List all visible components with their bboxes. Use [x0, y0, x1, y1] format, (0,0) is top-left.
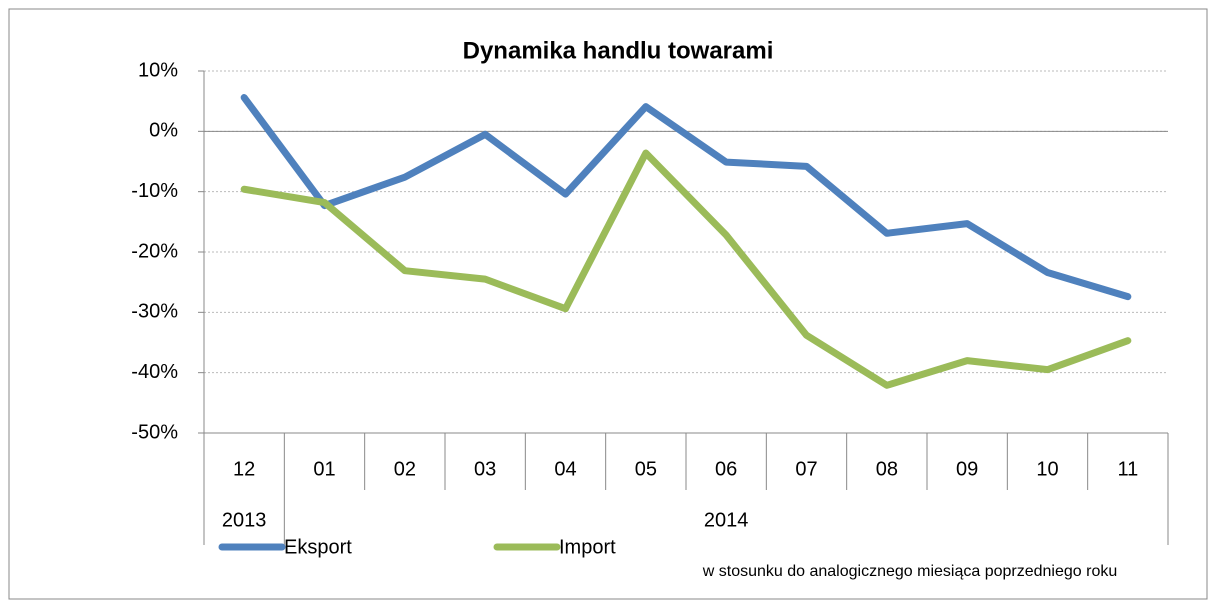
y-tick-label: 10% — [138, 59, 178, 81]
series-line — [240, 94, 1132, 301]
annotation: w stosunku do analogicznego miesiąca pop… — [702, 563, 1117, 580]
x-tick-label: 06 — [715, 458, 737, 480]
y-tick-label: -20% — [131, 240, 178, 262]
x-tick-label: 08 — [876, 458, 898, 480]
x-tick-label: 05 — [635, 458, 657, 480]
x-tick-label: 04 — [554, 458, 576, 480]
y-tick-label: -10% — [131, 180, 178, 202]
chart-title: Dynamika handlu towarami — [463, 37, 774, 64]
x-tick-label: 10 — [1036, 458, 1058, 480]
x-tick-label: 07 — [795, 458, 817, 480]
x-tick-label: 02 — [394, 458, 416, 480]
x-tick-label: 09 — [956, 458, 978, 480]
chart-border — [8, 8, 1208, 600]
group-label: 2013 — [222, 509, 267, 531]
x-tick-label: 01 — [313, 458, 335, 480]
y-tick-label: 0% — [149, 120, 178, 142]
x-tick-label: 11 — [1117, 458, 1138, 480]
x-tick-label: 03 — [474, 458, 496, 480]
series-line — [240, 149, 1132, 389]
y-tick-label: -50% — [131, 421, 178, 443]
y-tick-label: -40% — [131, 361, 178, 383]
y-tick-label: -30% — [131, 301, 178, 323]
legend-label: Eksport — [284, 536, 352, 558]
x-tick-label: 12 — [233, 458, 255, 480]
legend-label: Import — [559, 536, 616, 558]
group-label: 2014 — [704, 509, 749, 531]
